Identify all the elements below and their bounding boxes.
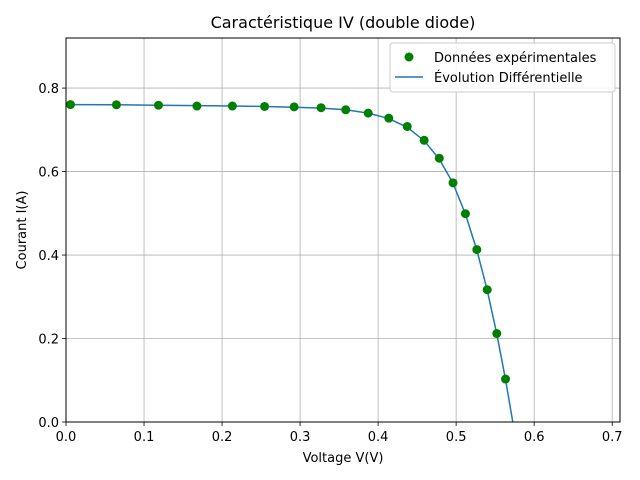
data-point-experimental (482, 285, 492, 295)
data-point-experimental (434, 153, 444, 163)
data-point-experimental (227, 101, 237, 111)
y-tick-label: 0.0 (38, 416, 59, 431)
legend-label-fit: Évolution Différentielle (434, 70, 583, 86)
plot-area (66, 38, 620, 422)
plot-frame (65, 37, 621, 423)
x-tick-label: 0.2 (212, 430, 233, 445)
data-point-experimental (448, 178, 458, 188)
axis-ticks: 0.0 0.1 0.2 0.3 0.4 0.5 0.6 0.7 0.0 0.2 0.4 0.6 0.8 (38, 82, 622, 445)
legend: Données expérimentales Évolution Différe… (389, 42, 616, 93)
y-tick-label: 0.4 (38, 249, 59, 264)
x-axis-title: Voltage V(V) (303, 451, 384, 466)
data-point-experimental (402, 121, 412, 131)
legend-marker-icon (404, 52, 414, 62)
data-point-experimental (111, 100, 121, 110)
data-point-experimental (492, 329, 502, 339)
data-point-experimental (289, 102, 299, 112)
data-point-experimental (419, 135, 429, 145)
data-point-experimental (363, 108, 373, 118)
data-point-experimental (472, 245, 482, 255)
series-markers (66, 100, 511, 384)
x-tick-label: 0.4 (368, 430, 389, 445)
y-axis-title: Courant I(A) (15, 191, 30, 270)
legend-box (389, 42, 616, 93)
x-tick-label: 0.7 (602, 430, 623, 445)
x-tick-label: 0.5 (446, 430, 467, 445)
legend-label-experimental: Données expérimentales (434, 51, 597, 66)
x-tick-label: 0.0 (56, 430, 77, 445)
y-tick-label: 0.8 (38, 82, 59, 97)
data-point-experimental (260, 101, 270, 111)
data-point-experimental (501, 374, 511, 384)
data-point-experimental (460, 209, 470, 219)
y-tick-label: 0.6 (38, 166, 59, 181)
x-tick-label: 0.3 (290, 430, 311, 445)
chart-title: Caractéristique IV (double diode) (211, 13, 476, 32)
data-point-experimental (66, 100, 75, 110)
data-point-experimental (341, 105, 351, 115)
data-point-experimental (316, 103, 326, 113)
data-point-experimental (153, 100, 163, 110)
y-tick-label: 0.2 (38, 333, 59, 348)
x-tick-label: 0.1 (134, 430, 155, 445)
x-tick-label: 0.6 (524, 430, 545, 445)
data-point-experimental (384, 113, 394, 123)
data-point-experimental (192, 101, 202, 111)
